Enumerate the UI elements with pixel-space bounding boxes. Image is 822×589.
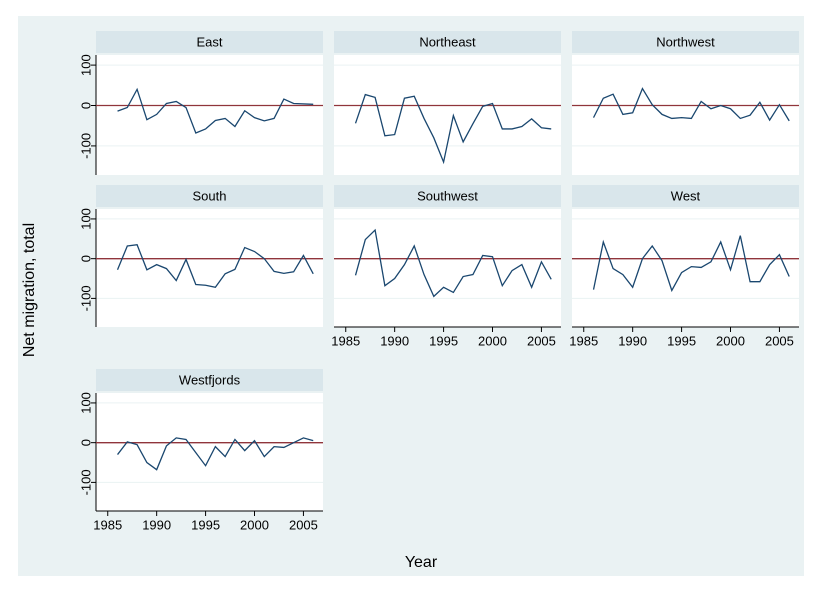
panel-title: Southwest — [417, 188, 478, 203]
panel-area — [334, 209, 561, 327]
panel-title: West — [671, 188, 701, 203]
y-tick-label: 100 — [78, 54, 93, 76]
series-line — [354, 93, 552, 165]
panel-title: East — [196, 34, 222, 49]
y-tick-label: 0 — [78, 102, 93, 109]
x-tick-label: 2000 — [240, 517, 269, 532]
x-tick-label: 2000 — [478, 333, 507, 348]
series-line — [116, 244, 314, 288]
strip — [96, 369, 323, 391]
strip — [334, 31, 561, 53]
x-tick-label: 2005 — [289, 517, 318, 532]
strip — [572, 185, 799, 207]
y-tick-label: 100 — [78, 208, 93, 230]
y-axis-label: Net migration, total — [21, 223, 38, 357]
x-tick-label: 1995 — [667, 333, 696, 348]
y-tick-label: -100 — [78, 469, 93, 495]
panel-title: Northwest — [656, 34, 715, 49]
x-tick-label: 2000 — [716, 333, 745, 348]
panel-area — [96, 209, 323, 327]
series-line — [117, 437, 314, 471]
x-tick-label: 1985 — [569, 333, 598, 348]
panel-title: Westfjords — [179, 372, 241, 387]
series-line — [592, 235, 790, 293]
x-tick-label: 1995 — [429, 333, 458, 348]
y-tick-label: 0 — [78, 439, 93, 446]
panel-area — [96, 393, 323, 511]
x-tick-label: 2005 — [765, 333, 794, 348]
panel-area — [572, 209, 799, 327]
panel-area — [96, 55, 323, 175]
strip — [334, 185, 561, 207]
y-tick-label: 0 — [78, 255, 93, 262]
x-tick-label: 1985 — [93, 517, 122, 532]
x-axis-label: Year — [405, 554, 438, 571]
y-tick-label: -100 — [78, 133, 93, 159]
x-tick-label: 1990 — [142, 517, 171, 532]
strip — [96, 31, 323, 53]
panel-title: Northeast — [419, 34, 476, 49]
y-tick-label: -100 — [78, 285, 93, 311]
x-tick-label: 1990 — [618, 333, 647, 348]
panel-area — [572, 55, 799, 175]
x-tick-label: 1995 — [191, 517, 220, 532]
y-tick-label: 100 — [78, 392, 93, 414]
panel-title: South — [193, 188, 227, 203]
series-line — [592, 87, 790, 122]
series-line — [117, 87, 314, 134]
series-line — [354, 228, 552, 298]
strip — [96, 185, 323, 207]
x-tick-label: 1990 — [380, 333, 409, 348]
x-tick-label: 2005 — [527, 333, 556, 348]
panel-area — [334, 55, 561, 175]
strip — [572, 31, 799, 53]
x-tick-label: 1985 — [331, 333, 360, 348]
